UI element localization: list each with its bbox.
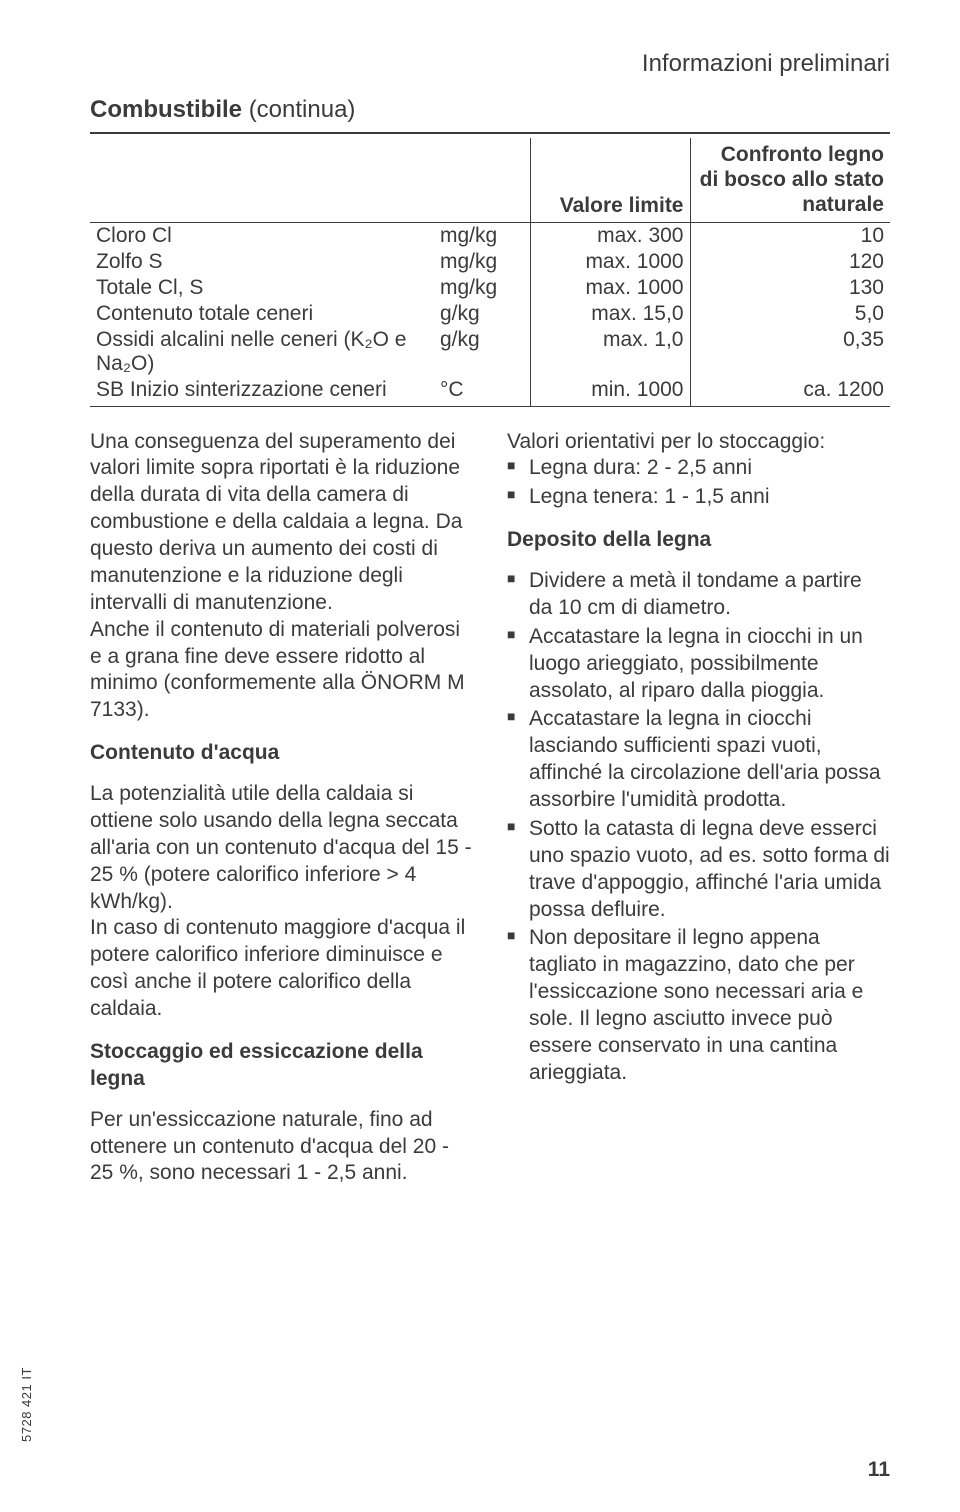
cell-comp: ca. 1200 xyxy=(690,377,890,407)
cell-comp: 10 xyxy=(690,222,890,249)
section-continua: (continua) xyxy=(249,96,356,123)
cell-unit: mg/kg xyxy=(434,249,530,275)
page: Informazioni preliminari Combustibile (c… xyxy=(0,0,960,1512)
cell-unit: g/kg xyxy=(434,301,530,327)
th-blank2 xyxy=(434,138,530,222)
left-p5: Per un'essiccazione naturale, fino ad ot… xyxy=(90,1107,473,1188)
right-intro: Valori orientativi per lo stoccaggio: xyxy=(507,429,890,456)
list-item: Dividere a metà il tondame a partire da … xyxy=(507,568,890,622)
cell-val: max. 15,0 xyxy=(530,301,690,327)
left-p4: In caso di contenuto maggiore d'acqua il… xyxy=(90,915,473,1023)
cell-val: min. 1000 xyxy=(530,377,690,407)
cell-comp: 120 xyxy=(690,249,890,275)
cell-unit: mg/kg xyxy=(434,275,530,301)
right-h1: Deposito della legna xyxy=(507,527,890,554)
cell-comp: 5,0 xyxy=(690,301,890,327)
limits-table: Valore limite Confronto legno di bosco a… xyxy=(90,138,890,407)
section-title-text: Combustibile xyxy=(90,96,242,123)
page-number: 11 xyxy=(868,1458,890,1482)
cell-unit: g/kg xyxy=(434,327,530,377)
cell-val: max. 300 xyxy=(530,222,690,249)
cell-param: Ossidi alcalini nelle ceneri (K₂O e Na₂O… xyxy=(90,327,434,377)
th-valore: Valore limite xyxy=(530,138,690,222)
cell-comp: 130 xyxy=(690,275,890,301)
list-item: Legna dura: 2 - 2,5 anni xyxy=(507,455,890,482)
left-column: Una conseguenza del superamento dei valo… xyxy=(90,429,473,1204)
cell-val: max. 1000 xyxy=(530,275,690,301)
list-item: Legna tenera: 1 - 1,5 anni xyxy=(507,484,890,511)
cell-param: Contenuto totale ceneri xyxy=(90,301,434,327)
table-row: Cloro Cl mg/kg max. 300 10 xyxy=(90,222,890,249)
cell-val: max. 1000 xyxy=(530,249,690,275)
cell-unit: mg/kg xyxy=(434,222,530,249)
right-column: Valori orientativi per lo stoccaggio: Le… xyxy=(507,429,890,1204)
list-item: Accatastare la legna in ciocchi in un lu… xyxy=(507,624,890,705)
cell-param: Totale Cl, S xyxy=(90,275,434,301)
left-p2: Anche il contenuto di materiali polveros… xyxy=(90,617,473,725)
th-blank1 xyxy=(90,138,434,222)
cell-param: SB Inizio sinterizzazione ceneri xyxy=(90,377,434,407)
cell-unit: °C xyxy=(434,377,530,407)
table-row: SB Inizio sinterizzazione ceneri °C min.… xyxy=(90,377,890,407)
left-h1: Contenuto d'acqua xyxy=(90,740,473,767)
side-doc-code: 5728 421 IT xyxy=(19,1367,34,1442)
body-columns: Una conseguenza del superamento dei valo… xyxy=(90,429,890,1204)
table-row: Contenuto totale ceneri g/kg max. 15,0 5… xyxy=(90,301,890,327)
left-p1: Una conseguenza del superamento dei valo… xyxy=(90,429,473,617)
cell-param: Cloro Cl xyxy=(90,222,434,249)
deposit-list: Dividere a metà il tondame a partire da … xyxy=(507,568,890,1087)
list-item: Non depositare il legno appena tagliato … xyxy=(507,925,890,1086)
list-item: Sotto la catasta di legna deve esserci u… xyxy=(507,816,890,924)
section-title: Combustibile (continua) xyxy=(90,96,890,124)
th-confronto: Confronto legno di bosco allo stato natu… xyxy=(690,138,890,222)
storage-list: Legna dura: 2 - 2,5 anni Legna tenera: 1… xyxy=(507,455,890,511)
cell-val: max. 1,0 xyxy=(530,327,690,377)
table-row: Ossidi alcalini nelle ceneri (K₂O e Na₂O… xyxy=(90,327,890,377)
table-row: Zolfo S mg/kg max. 1000 120 xyxy=(90,249,890,275)
left-h2: Stoccaggio ed essiccazione della legna xyxy=(90,1039,473,1093)
header-right-title: Informazioni preliminari xyxy=(90,50,890,78)
cell-comp: 0,35 xyxy=(690,327,890,377)
table-row: Totale Cl, S mg/kg max. 1000 130 xyxy=(90,275,890,301)
left-p3: La potenzialità utile della caldaia si o… xyxy=(90,781,473,915)
cell-param: Zolfo S xyxy=(90,249,434,275)
section-rule xyxy=(90,132,890,134)
list-item: Accatastare la legna in ciocchi lasciand… xyxy=(507,706,890,814)
